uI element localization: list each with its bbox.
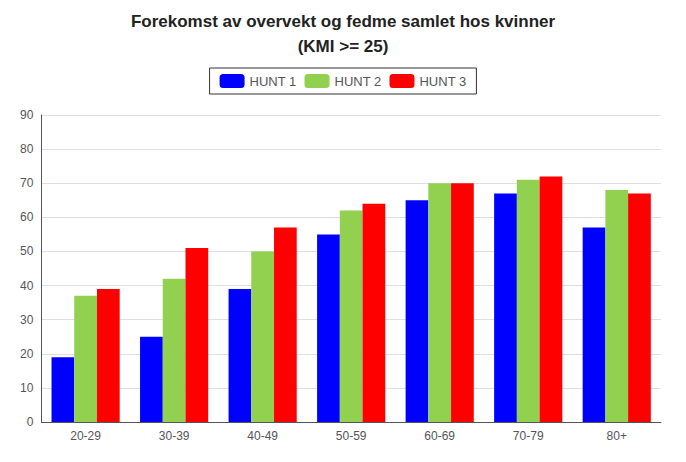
svg-text:40-49: 40-49 [247,429,278,443]
svg-text:20: 20 [20,347,34,361]
svg-text:30-39: 30-39 [159,429,190,443]
svg-text:HUNT 1: HUNT 1 [250,74,297,89]
svg-text:60: 60 [20,210,34,224]
svg-text:20-29: 20-29 [70,429,101,443]
svg-text:80: 80 [20,142,34,156]
svg-text:0: 0 [27,415,34,429]
svg-text:60-69: 60-69 [424,429,455,443]
svg-text:30: 30 [20,313,34,327]
svg-text:70: 70 [20,176,34,190]
svg-text:Forekomst av overvekt og fedme: Forekomst av overvekt og fedme samlet ho… [131,12,556,31]
svg-text:50: 50 [20,244,34,258]
svg-text:50-59: 50-59 [336,429,367,443]
svg-text:10: 10 [20,381,34,395]
svg-text:HUNT 2: HUNT 2 [335,74,382,89]
svg-text:40: 40 [20,279,34,293]
svg-text:80+: 80+ [607,429,627,443]
svg-text:HUNT 3: HUNT 3 [419,74,466,89]
svg-text:(KMI >= 25): (KMI >= 25) [298,37,389,56]
svg-text:70-79: 70-79 [513,429,544,443]
svg-text:90: 90 [20,108,34,122]
